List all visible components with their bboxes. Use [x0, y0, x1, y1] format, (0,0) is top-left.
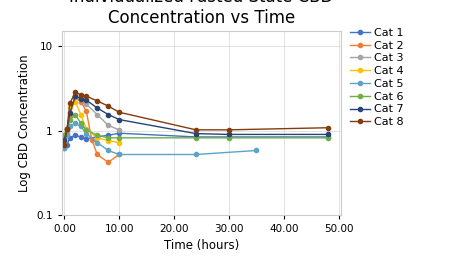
Cat 5: [116, 153, 122, 156]
Cat 2: [105, 161, 111, 164]
Cat 8: [62, 143, 67, 146]
Cat 7: [116, 118, 122, 121]
Cat 8: [105, 105, 111, 108]
Cat 2: [67, 114, 73, 117]
Cat 3: [116, 128, 122, 132]
Cat 2: [94, 153, 100, 156]
Cat 7: [78, 97, 83, 100]
Cat 4: [83, 127, 89, 130]
Cat 8: [226, 128, 232, 132]
Line: Cat 4: Cat 4: [62, 100, 121, 145]
Cat 8: [64, 127, 70, 130]
Line: Cat 2: Cat 2: [62, 95, 121, 164]
Cat 1: [67, 136, 73, 139]
Cat 5: [105, 149, 111, 152]
Cat 8: [78, 93, 83, 96]
Cat 2: [62, 140, 67, 143]
Line: Cat 7: Cat 7: [62, 94, 329, 142]
Cat 5: [254, 149, 259, 152]
Cat 3: [83, 103, 89, 106]
Cat 3: [78, 98, 83, 101]
Cat 6: [78, 122, 83, 125]
Cat 3: [64, 131, 70, 134]
Cat 6: [193, 136, 199, 139]
Cat 6: [325, 136, 330, 139]
Cat 5: [73, 122, 78, 125]
Cat 7: [193, 132, 199, 135]
Cat 8: [73, 91, 78, 94]
Cat 6: [83, 128, 89, 132]
Cat 7: [64, 127, 70, 130]
Cat 4: [62, 134, 67, 137]
Cat 3: [67, 112, 73, 115]
Cat 1: [78, 135, 83, 139]
Cat 6: [64, 127, 70, 130]
Cat 4: [78, 113, 83, 116]
Cat 1: [94, 135, 100, 139]
Cat 1: [83, 137, 89, 140]
Cat 1: [325, 135, 330, 139]
Cat 3: [94, 113, 100, 116]
Cat 6: [105, 136, 111, 139]
Cat 3: [73, 94, 78, 97]
Cat 7: [325, 133, 330, 136]
Cat 6: [226, 136, 232, 139]
Line: Cat 3: Cat 3: [62, 94, 121, 142]
Cat 3: [62, 138, 67, 141]
Cat 5: [62, 146, 67, 150]
Cat 7: [62, 138, 67, 141]
Cat 5: [193, 153, 199, 156]
X-axis label: Time (hours): Time (hours): [164, 239, 239, 252]
Cat 7: [94, 106, 100, 110]
Cat 5: [94, 141, 100, 144]
Cat 8: [83, 95, 89, 98]
Cat 7: [105, 113, 111, 116]
Cat 2: [78, 100, 83, 103]
Cat 5: [64, 134, 70, 137]
Cat 3: [105, 124, 111, 127]
Cat 8: [193, 128, 199, 132]
Line: Cat 5: Cat 5: [62, 121, 258, 157]
Cat 6: [62, 134, 67, 137]
Cat 5: [83, 132, 89, 135]
Cat 1: [193, 135, 199, 139]
Cat 1: [105, 134, 111, 137]
Cat 2: [116, 153, 122, 156]
Cat 5: [67, 125, 73, 128]
Cat 4: [116, 141, 122, 144]
Cat 7: [226, 133, 232, 136]
Cat 8: [94, 99, 100, 102]
Cat 8: [116, 111, 122, 114]
Cat 4: [73, 100, 78, 103]
Cat 7: [83, 99, 89, 102]
Line: Cat 6: Cat 6: [62, 112, 329, 140]
Cat 2: [89, 138, 95, 141]
Cat 1: [73, 134, 78, 137]
Cat 1: [62, 146, 67, 150]
Line: Cat 1: Cat 1: [62, 131, 329, 150]
Cat 6: [73, 113, 78, 116]
Cat 2: [73, 95, 78, 99]
Cat 4: [67, 106, 73, 109]
Legend: Cat 1, Cat 2, Cat 3, Cat 4, Cat 5, Cat 6, Cat 7, Cat 8: Cat 1, Cat 2, Cat 3, Cat 4, Cat 5, Cat 6…: [350, 28, 404, 127]
Cat 6: [116, 136, 122, 139]
Cat 4: [105, 139, 111, 142]
Cat 1: [116, 132, 122, 135]
Cat 8: [325, 126, 330, 129]
Cat 2: [83, 110, 89, 113]
Cat 7: [73, 95, 78, 98]
Y-axis label: Log CBD Concentration: Log CBD Concentration: [18, 54, 30, 192]
Cat 8: [67, 102, 73, 105]
Line: Cat 8: Cat 8: [62, 90, 329, 147]
Cat 1: [64, 143, 70, 146]
Cat 5: [78, 125, 83, 128]
Cat 6: [67, 118, 73, 121]
Cat 1: [226, 135, 232, 139]
Cat 4: [94, 136, 100, 139]
Cat 2: [64, 133, 70, 136]
Cat 4: [64, 127, 70, 130]
Cat 6: [94, 134, 100, 137]
Title: Individualized Fasted State CBD
Concentration vs Time: Individualized Fasted State CBD Concentr…: [69, 0, 334, 27]
Cat 7: [67, 112, 73, 115]
